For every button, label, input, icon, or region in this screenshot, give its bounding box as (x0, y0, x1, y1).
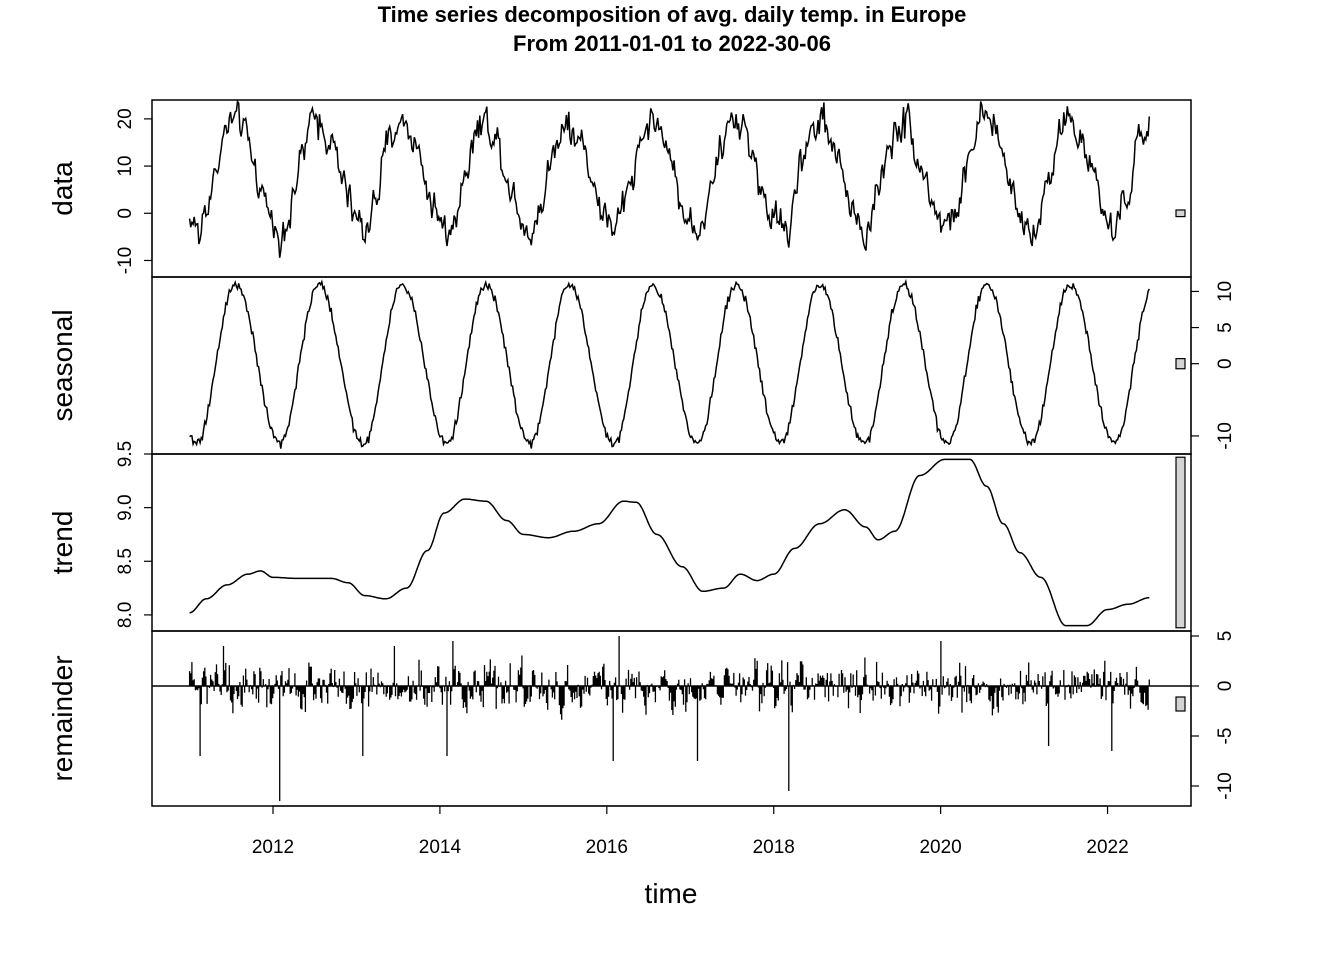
y-tick-label: 9.0 (115, 494, 136, 520)
y-tick-label: -10 (1215, 422, 1236, 449)
y-tick-label: 0 (115, 208, 136, 219)
series-data (188, 99, 1151, 258)
y-tick-label: 9.5 (115, 441, 136, 467)
scale-bar (1175, 358, 1186, 370)
y-tick-label: -5 (1215, 728, 1236, 745)
panel-frame (151, 453, 1192, 632)
chart-title: Time series decomposition of avg. daily … (378, 2, 967, 27)
scale-bar (1175, 209, 1186, 218)
y-tick-label: 5 (1215, 631, 1236, 642)
y-tick-label: 0 (1215, 358, 1236, 369)
series-seasonal (189, 278, 1150, 449)
panel-data: -10 0 10 20 data (47, 99, 1192, 278)
series-remainder (188, 636, 1150, 801)
x-tick-label: 2014 (419, 837, 462, 858)
y-tick-label: 8.0 (115, 602, 136, 628)
y-tick-label: 10 (1215, 281, 1236, 302)
x-tick-label: 2016 (586, 837, 628, 858)
y-tick-label: 10 (115, 156, 136, 177)
panel-remainder: -10 -5 0 5 remainder (47, 630, 1236, 807)
scale-bar (1175, 456, 1186, 629)
panel-label-trend: trend (47, 511, 78, 575)
scale-bar (1175, 696, 1186, 712)
y-tick-label: -10 (1215, 772, 1236, 799)
chart-subtitle: From 2011-01-01 to 2022-30-06 (513, 31, 831, 56)
x-tick-label: 2020 (919, 837, 961, 858)
panel-seasonal: -10 0 5 10 seasonal (47, 276, 1236, 455)
x-tick-label: 2022 (1086, 837, 1128, 858)
panel-frame (151, 276, 1192, 455)
panel-frame (151, 630, 1192, 807)
x-axis: 2012 2014 2016 2018 2020 2022 (252, 805, 1129, 858)
panels: -10 0 10 20 data -10 0 5 10 seasonal 8.0 8.5 9.0 9.5 t… (47, 99, 1236, 807)
y-tick-label: -10 (115, 247, 136, 274)
panel-label-seasonal: seasonal (47, 309, 78, 421)
panel-label-remainder: remainder (47, 655, 78, 781)
y-tick-label: 0 (1215, 681, 1236, 692)
x-axis-label: time (645, 878, 698, 909)
series-trend (189, 458, 1150, 627)
y-tick-label: 20 (115, 108, 136, 129)
x-tick-label: 2012 (252, 837, 294, 858)
y-tick-label: 5 (1215, 322, 1236, 333)
y-tick-label: 8.5 (115, 548, 136, 574)
x-tick-label: 2018 (753, 837, 795, 858)
panel-label-data: data (47, 161, 78, 216)
panel-trend: 8.0 8.5 9.0 9.5 trend (47, 441, 1192, 632)
